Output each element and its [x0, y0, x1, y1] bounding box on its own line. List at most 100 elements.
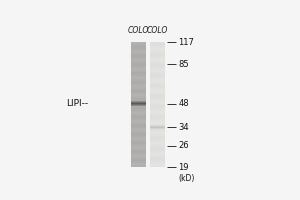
Bar — [131, 122, 146, 123]
Bar — [150, 140, 165, 141]
Bar — [150, 83, 165, 84]
Bar — [131, 85, 146, 86]
Bar — [131, 109, 146, 110]
Bar — [150, 56, 165, 57]
Bar — [131, 44, 146, 45]
Bar — [150, 145, 165, 146]
Bar — [150, 55, 165, 56]
Bar — [131, 110, 146, 111]
Bar — [131, 137, 146, 138]
Bar — [131, 162, 146, 163]
Text: LIPI--: LIPI-- — [67, 99, 89, 108]
Bar — [131, 104, 146, 105]
Bar — [150, 93, 165, 94]
Bar — [131, 163, 146, 164]
Bar — [131, 141, 146, 142]
Bar — [131, 151, 146, 152]
Bar — [131, 61, 146, 62]
Bar — [150, 54, 165, 55]
Bar — [150, 78, 165, 79]
Bar — [150, 164, 165, 165]
Bar — [131, 113, 146, 114]
Bar — [150, 162, 165, 163]
Bar — [131, 131, 146, 132]
Bar — [150, 60, 165, 61]
Bar — [150, 95, 165, 96]
Bar — [150, 87, 165, 88]
Bar — [131, 48, 146, 49]
Bar — [150, 133, 165, 134]
Bar — [131, 118, 146, 119]
Bar — [131, 128, 146, 129]
Bar — [150, 136, 165, 137]
Bar — [131, 52, 146, 53]
Bar — [131, 147, 146, 148]
Bar — [131, 126, 146, 127]
Bar — [150, 157, 165, 158]
Text: 26: 26 — [178, 141, 189, 150]
Bar — [131, 159, 146, 160]
Bar — [150, 113, 165, 114]
Bar — [150, 68, 165, 69]
Bar — [150, 117, 165, 118]
Bar — [131, 149, 146, 150]
Bar — [131, 84, 146, 85]
Text: COLO: COLO — [147, 26, 168, 35]
Bar — [131, 87, 146, 88]
Bar — [131, 89, 146, 90]
Text: 117: 117 — [178, 38, 194, 47]
Bar — [131, 150, 146, 151]
Bar — [131, 157, 146, 158]
Bar — [131, 140, 146, 141]
Bar — [150, 139, 165, 140]
Bar — [150, 86, 165, 87]
Bar — [131, 56, 146, 57]
Bar — [150, 137, 165, 138]
Bar — [131, 78, 146, 79]
Bar — [150, 69, 165, 70]
Bar — [131, 143, 146, 144]
Bar — [131, 45, 146, 46]
Bar — [150, 84, 165, 85]
Bar — [131, 124, 146, 125]
Bar — [150, 120, 165, 121]
Bar — [150, 163, 165, 164]
Bar — [131, 91, 146, 92]
Bar — [131, 60, 146, 61]
Bar — [150, 108, 165, 109]
Bar — [150, 135, 165, 136]
Bar — [131, 164, 146, 165]
Bar — [150, 47, 165, 48]
Bar — [150, 142, 165, 143]
Bar — [150, 115, 165, 116]
Bar — [131, 152, 146, 153]
Bar — [150, 94, 165, 95]
Bar — [150, 82, 165, 83]
Bar — [131, 51, 146, 52]
Bar — [131, 106, 146, 107]
Bar — [131, 65, 146, 66]
Bar — [131, 117, 146, 118]
Bar — [131, 93, 146, 94]
Bar — [150, 46, 165, 47]
Bar — [150, 149, 165, 150]
Bar — [131, 72, 146, 73]
Bar — [150, 119, 165, 120]
Bar — [150, 132, 165, 133]
Bar — [150, 45, 165, 46]
Bar — [150, 126, 165, 127]
Bar — [150, 51, 165, 52]
Bar — [131, 73, 146, 74]
Bar — [150, 123, 165, 124]
Bar — [131, 103, 146, 104]
Bar — [150, 112, 165, 113]
Text: (kD): (kD) — [178, 174, 194, 182]
Bar — [150, 156, 165, 157]
Bar — [131, 63, 146, 64]
Bar — [150, 49, 165, 50]
Bar — [131, 166, 146, 167]
Bar — [150, 141, 165, 142]
Bar — [131, 158, 146, 159]
Bar — [131, 146, 146, 147]
Bar — [150, 52, 165, 53]
